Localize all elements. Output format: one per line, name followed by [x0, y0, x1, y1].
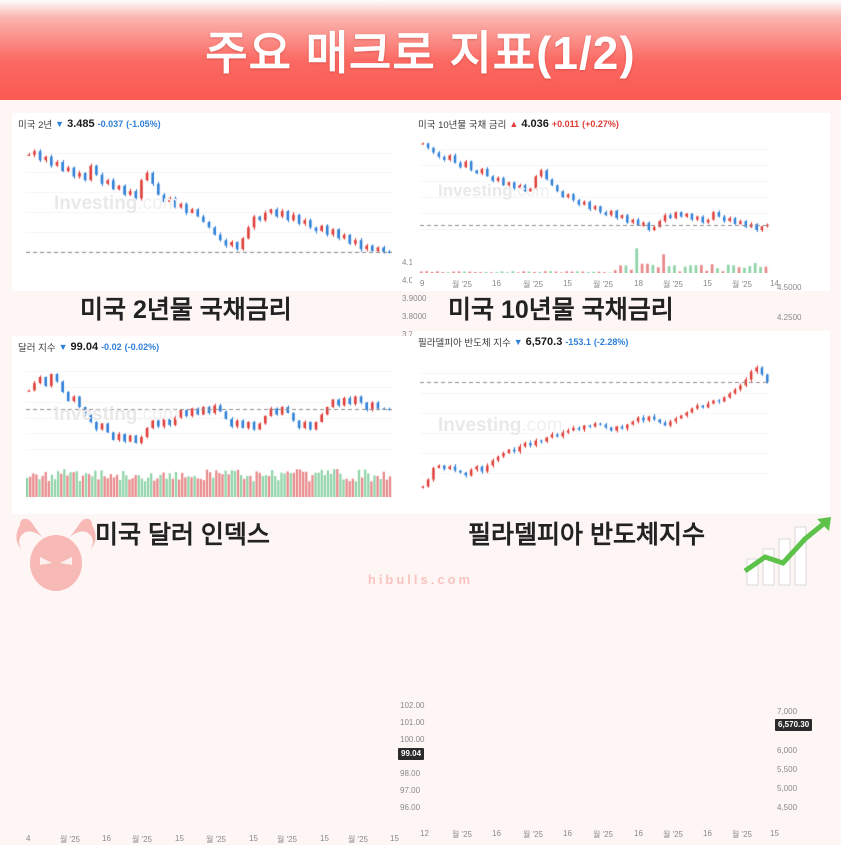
candlestick-canvas	[26, 133, 392, 271]
last-price: 99.04	[70, 341, 99, 353]
price-change-percent: (-1.05%)	[126, 119, 161, 129]
caption-us-10y: 미국 10년물 국채금리	[448, 296, 674, 324]
price-change: -153.1	[565, 337, 591, 347]
chart-card-us-10y[interactable]: 미국 10년물 국채 금리 ▲ 4.036 +0.011 (+0.27%) In…	[412, 113, 830, 346]
volume-plot-dxy	[26, 469, 392, 497]
volume-canvas	[420, 247, 770, 273]
caption-sox: 필라델피아 반도체지수	[468, 521, 705, 549]
price-change-percent: (-2.28%)	[593, 337, 629, 347]
candlestick-canvas	[420, 353, 770, 493]
arrow-down-icon: ▼	[55, 118, 65, 129]
bull-logo-icon	[16, 518, 96, 591]
price-change: +0.011	[551, 119, 580, 129]
arrow-up-icon: ▲	[509, 118, 519, 129]
arrow-down-icon: ▼	[513, 336, 523, 347]
price-change-percent: (-0.02%)	[124, 342, 160, 352]
growth-chart-logo-icon	[743, 517, 831, 586]
footer-site-name: hibulls.com	[367, 572, 474, 587]
chart-header-dxy: 달러 지수 ▼ 99.04 -0.02 (-0.02%)	[12, 336, 432, 355]
last-price-badge-dxy: 99.04	[398, 748, 425, 760]
candlestick-plot-us-2y[interactable]: Investing.com	[26, 133, 392, 271]
last-price-badge-sox: 6,570.30	[775, 719, 813, 731]
instrument-name: 달러 지수	[18, 343, 56, 354]
caption-dxy: 미국 달러 인덱스	[95, 521, 270, 549]
last-price: 3.485	[67, 118, 95, 130]
candlestick-plot-dxy[interactable]: Investing.com	[26, 356, 392, 464]
chart-card-us-2y[interactable]: 미국 2년 ▼ 3.485 -0.037 (-1.05%) Investing.…	[12, 113, 432, 399]
instrument-name: 미국 2년	[18, 120, 53, 131]
caption-us-2y: 미국 2년물 국채금리	[80, 296, 292, 324]
price-change: -0.037	[97, 119, 124, 129]
instrument-name: 필라델피아 반도체 지수	[418, 338, 511, 349]
last-price: 4.036	[521, 118, 549, 130]
chart-header-us-10y: 미국 10년물 국채 금리 ▲ 4.036 +0.011 (+0.27%)	[412, 113, 830, 132]
page-title: 주요 매크로 지표(1/2)	[205, 27, 636, 79]
chart-card-sox[interactable]: 필라델피아 반도체 지수 ▼ 6,570.3 -153.1 (-2.28%) I…	[412, 331, 830, 839]
last-price: 6,570.3	[525, 336, 563, 348]
candlestick-canvas	[420, 133, 770, 245]
candlestick-plot-us-10y[interactable]: Investing.com	[420, 133, 770, 245]
price-change: -0.02	[101, 342, 122, 352]
price-change-percent: (+0.27%)	[582, 119, 619, 129]
volume-plot-us-10y	[420, 247, 770, 273]
volume-canvas	[26, 469, 392, 497]
page-title-banner: 주요 매크로 지표(1/2)	[0, 0, 841, 100]
chart-header-us-2y: 미국 2년 ▼ 3.485 -0.037 (-1.05%)	[12, 113, 432, 132]
candlestick-canvas	[26, 356, 392, 464]
chart-header-sox: 필라델피아 반도체 지수 ▼ 6,570.3 -153.1 (-2.28%)	[412, 331, 830, 350]
arrow-down-icon: ▼	[58, 341, 68, 352]
candlestick-plot-sox[interactable]: Investing.com	[420, 353, 770, 493]
instrument-name: 미국 10년물 국채 금리	[418, 120, 507, 131]
chart-card-dxy[interactable]: 달러 지수 ▼ 99.04 -0.02 (-0.02%) Investing.c…	[12, 336, 432, 844]
